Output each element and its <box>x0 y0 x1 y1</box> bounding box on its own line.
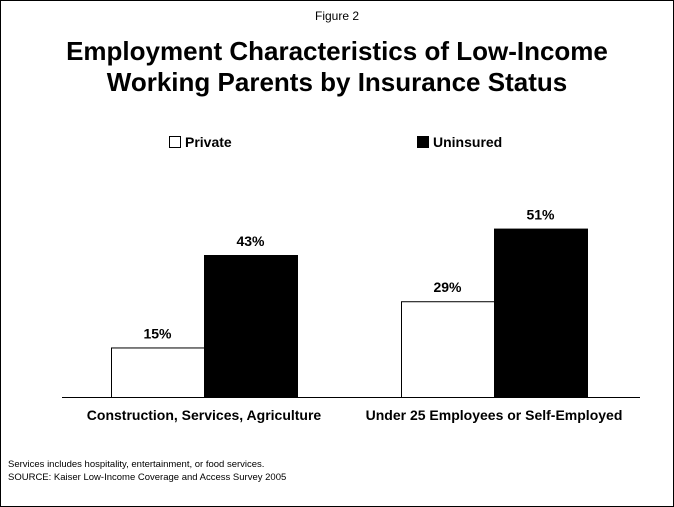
footnote-services: Services includes hospitality, entertain… <box>8 459 265 470</box>
category-label-1: Construction, Services, Agriculture <box>87 407 322 423</box>
chart-title: Employment Characteristics of Low-Income… <box>0 36 674 98</box>
legend-swatch-private <box>169 136 181 148</box>
legend-item-uninsured: Uninsured <box>417 134 502 150</box>
bar-uninsured-2 <box>494 228 588 398</box>
value-label-private-2: 29% <box>433 279 462 295</box>
legend-label-uninsured: Uninsured <box>433 134 503 150</box>
footnotes: Services includes hospitality, entertain… <box>8 458 286 484</box>
legend-swatch-uninsured <box>417 136 429 148</box>
value-label-private-1: 15% <box>143 325 172 341</box>
value-label-uninsured-2: 51% <box>526 207 555 223</box>
bar-private-1 <box>111 347 205 399</box>
chart-title-line-1: Employment Characteristics of Low-Income <box>66 36 608 66</box>
figure-label: Figure 2 <box>314 9 360 23</box>
bar-private-2 <box>401 301 495 398</box>
category-label-2: Under 25 Employees or Self-Employed <box>366 407 623 423</box>
chart-title-line-2: Working Parents by Insurance Status <box>106 67 568 97</box>
footnote-source: SOURCE: Kaiser Low-Income Coverage and A… <box>8 472 287 483</box>
legend-label-private: Private <box>185 134 232 150</box>
bar-uninsured-1 <box>204 255 298 398</box>
legend-item-private: Private <box>169 134 232 150</box>
value-label-uninsured-1: 43% <box>236 233 265 249</box>
